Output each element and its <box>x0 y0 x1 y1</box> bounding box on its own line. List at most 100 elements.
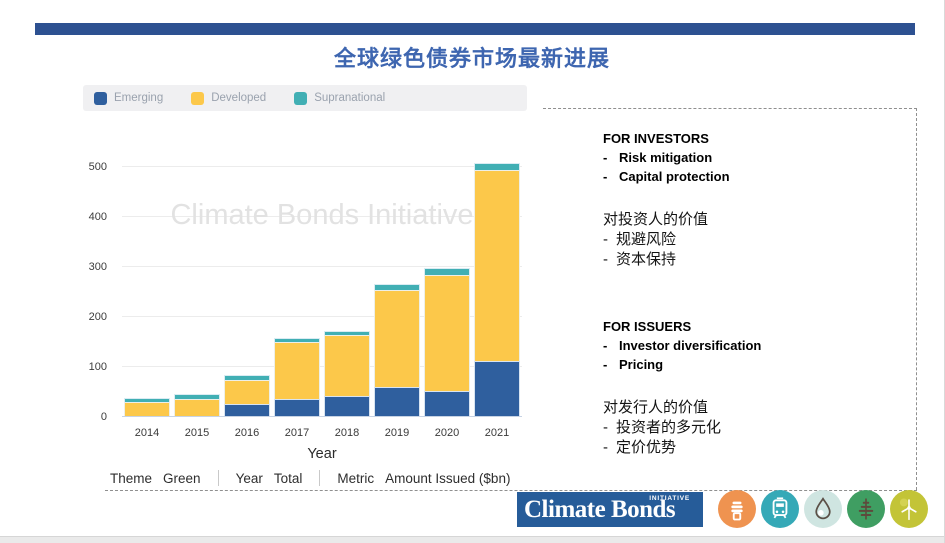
bar-2019 <box>374 283 420 417</box>
chart-watermark: Climate Bonds Initiative <box>170 199 474 231</box>
logo-initiative-label: INITIATIVE <box>649 495 690 502</box>
filter-value[interactable]: Green <box>163 470 201 486</box>
page-title: 全球绿色债券市场最新进展 <box>333 46 610 71</box>
investors-bullet: Risk mitigation <box>603 148 908 167</box>
bar-segment-supranational-2019 <box>374 283 420 290</box>
header-accent-bar <box>35 23 915 35</box>
bar-segment-developed-2014 <box>124 402 170 416</box>
y-tick-label-200: 200 <box>88 311 107 323</box>
legend-label: Emerging <box>114 92 164 104</box>
water-drop-icon <box>804 490 842 528</box>
filter-separator <box>319 470 321 486</box>
x-tick-label-2021: 2021 <box>484 427 510 439</box>
filter-theme: Theme Green <box>110 471 201 486</box>
legend-swatch-icon <box>94 91 107 105</box>
climate-bonds-logo: Climate Bonds INITIATIVE <box>517 492 703 527</box>
filter-value[interactable]: Amount Issued ($bn) <box>385 470 511 486</box>
x-tick-label-2017: 2017 <box>284 427 310 439</box>
issuers-zh-heading: 对发行人的价值 <box>603 399 709 416</box>
filter-label: Metric <box>337 470 375 486</box>
investors-zh-heading: 对投资人的价值 <box>603 211 709 228</box>
filter-label: Theme <box>110 470 153 486</box>
legend-label: Developed <box>211 92 267 104</box>
gridline-100 <box>122 366 522 367</box>
filter-label: Year <box>235 470 263 486</box>
y-tick-label-0: 0 <box>100 411 107 423</box>
gridline-300 <box>122 266 522 267</box>
y-tick-label-100: 100 <box>88 361 107 373</box>
gridline-500 <box>122 166 522 167</box>
bar-2014 <box>124 398 170 417</box>
legend-label: Supranational <box>314 92 386 104</box>
window-bottom-strip <box>0 536 944 543</box>
panel-border-bottom <box>105 490 917 491</box>
bar-segment-developed-2016 <box>224 380 270 404</box>
bar-segment-developed-2019 <box>374 290 420 387</box>
x-axis-labels: 2014 2015 2016 2017 2018 2019 2020 2021 <box>122 427 522 439</box>
filter-value[interactable]: Total <box>273 470 303 486</box>
bar-2020 <box>424 267 470 417</box>
bar-segment-emerging-2021 <box>474 361 520 417</box>
bar-segment-emerging-2020 <box>424 391 470 417</box>
plot-area: Climate Bonds Initiative <box>122 157 522 417</box>
sector-icons <box>718 490 928 528</box>
gridline-400 <box>122 216 522 217</box>
bar-segment-emerging-2017 <box>274 399 320 417</box>
filter-separator <box>217 470 219 486</box>
legend-item-supranational[interactable]: Supranational <box>294 91 386 105</box>
bar-segment-developed-2020 <box>424 274 470 391</box>
issuers-bullet: Investor diversification <box>603 336 908 355</box>
issuers-zh-bullet: 定价优势 <box>603 438 908 458</box>
investors-heading: FOR INVESTORS <box>603 131 709 146</box>
investors-bullet: Capital protection <box>603 167 908 186</box>
y-axis: 0 100 200 300 400 500 <box>75 157 113 423</box>
issuers-bullet: Pricing <box>603 355 908 374</box>
bar-2018 <box>324 330 370 417</box>
bar-segment-supranational-2015 <box>174 394 220 399</box>
x-tick-label-2018: 2018 <box>334 427 360 439</box>
bar-segment-supranational-2014 <box>124 398 170 402</box>
panel-border-right <box>916 108 917 490</box>
bar-segment-developed-2017 <box>274 341 320 399</box>
gridline-0 <box>122 416 522 417</box>
x-tick-label-2019: 2019 <box>384 427 410 439</box>
issuers-zh-bullet: 投资者的多元化 <box>603 418 908 438</box>
bar-segment-developed-2015 <box>174 398 220 416</box>
y-tick-label-500: 500 <box>88 161 107 173</box>
legend-swatch-icon <box>191 91 205 105</box>
legend-item-developed[interactable]: Developed <box>191 91 267 105</box>
chart-filter-bar: Theme Green Year Total Metric Amount Issued (… <box>110 470 510 486</box>
panel-border-top <box>543 108 917 109</box>
value-proposition-panel: FOR INVESTORS Risk mitigation Capital pr… <box>603 129 908 458</box>
x-tick-label-2020: 2020 <box>434 427 460 439</box>
bar-segment-emerging-2016 <box>224 404 270 417</box>
transport-train-icon <box>761 490 799 528</box>
bar-segment-developed-2018 <box>324 335 370 396</box>
filter-year: Year Total <box>236 471 303 486</box>
bar-segment-developed-2021 <box>474 169 520 361</box>
x-tick-label-2014: 2014 <box>134 427 160 439</box>
gridline-200 <box>122 316 522 317</box>
bar-segment-supranational-2017 <box>274 337 320 342</box>
x-tick-label-2016: 2016 <box>234 427 260 439</box>
forest-tree-icon <box>847 490 885 528</box>
wind-turbine-icon <box>890 490 928 528</box>
logo-text: Climate Bonds <box>524 496 676 523</box>
bar-segment-emerging-2019 <box>374 387 420 417</box>
bar-2017 <box>274 337 320 417</box>
chart-legend: Emerging Developed Supranational <box>83 85 527 111</box>
y-tick-label-400: 400 <box>88 211 107 223</box>
bars <box>122 157 522 417</box>
energy-bulb-icon <box>718 490 756 528</box>
bar-segment-emerging-2018 <box>324 396 370 417</box>
y-tick-label-300: 300 <box>88 261 107 273</box>
investors-zh-bullet: 资本保持 <box>603 250 908 270</box>
bar-segment-supranational-2016 <box>224 374 270 380</box>
legend-item-emerging[interactable]: Emerging <box>94 91 164 105</box>
bar-segment-supranational-2020 <box>424 267 470 275</box>
issuers-heading: FOR ISSUERS <box>603 319 692 334</box>
bar-segment-supranational-2021 <box>474 163 520 170</box>
bar-2016 <box>224 374 270 417</box>
bar-segment-supranational-2018 <box>324 330 370 335</box>
